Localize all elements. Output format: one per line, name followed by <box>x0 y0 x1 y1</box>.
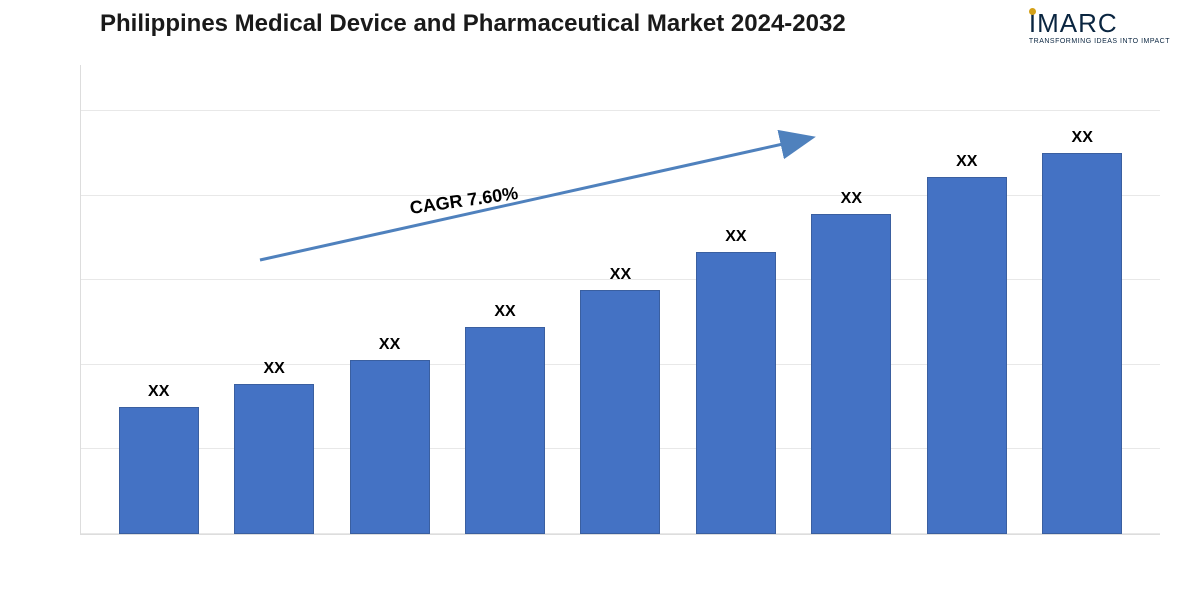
chart-title: Philippines Medical Device and Pharmaceu… <box>100 10 846 38</box>
bars-container: XX XX XX XX XX XX XX XX XX <box>81 65 1160 534</box>
bar <box>1042 153 1122 534</box>
bar-group: XX <box>350 336 430 534</box>
bar <box>927 177 1007 534</box>
bar-value-label: XX <box>148 383 169 401</box>
bar-group: XX <box>580 266 660 534</box>
bar <box>465 327 545 534</box>
header: Philippines Medical Device and Pharmaceu… <box>0 0 1200 45</box>
logo-name: IMARC <box>1029 8 1118 38</box>
bar-group: XX <box>119 383 199 534</box>
bar-value-label: XX <box>1072 129 1093 147</box>
logo-text: IMARC <box>1029 10 1118 36</box>
bar-value-label: XX <box>956 153 977 171</box>
bar <box>234 384 314 534</box>
bar-value-label: XX <box>725 228 746 246</box>
brand-logo: IMARC TRANSFORMING IDEAS INTO IMPACT <box>1029 10 1170 45</box>
bar-group: XX <box>927 153 1007 534</box>
logo-tagline: TRANSFORMING IDEAS INTO IMPACT <box>1029 38 1170 45</box>
bar-value-label: XX <box>494 303 515 321</box>
chart-area: XXXXXXXXXXXXXXXXXX CAGR 7.60% <box>80 65 1160 535</box>
bar <box>580 290 660 534</box>
logo-dot-icon <box>1029 8 1036 15</box>
bar <box>811 214 891 534</box>
bar <box>350 360 430 534</box>
bar-value-label: XX <box>841 190 862 208</box>
bar <box>696 252 776 534</box>
bar-value-label: XX <box>263 360 284 378</box>
bar-group: XX <box>696 228 776 534</box>
bar <box>119 407 199 534</box>
bar-group: XX <box>1042 129 1122 534</box>
plot-region: XX XX XX XX XX XX XX XX XX <box>80 65 1160 535</box>
bar-group: XX <box>811 190 891 534</box>
bar-value-label: XX <box>379 336 400 354</box>
bar-group: XX <box>234 360 314 534</box>
bar-group: XX <box>465 303 545 534</box>
bar-value-label: XX <box>610 266 631 284</box>
